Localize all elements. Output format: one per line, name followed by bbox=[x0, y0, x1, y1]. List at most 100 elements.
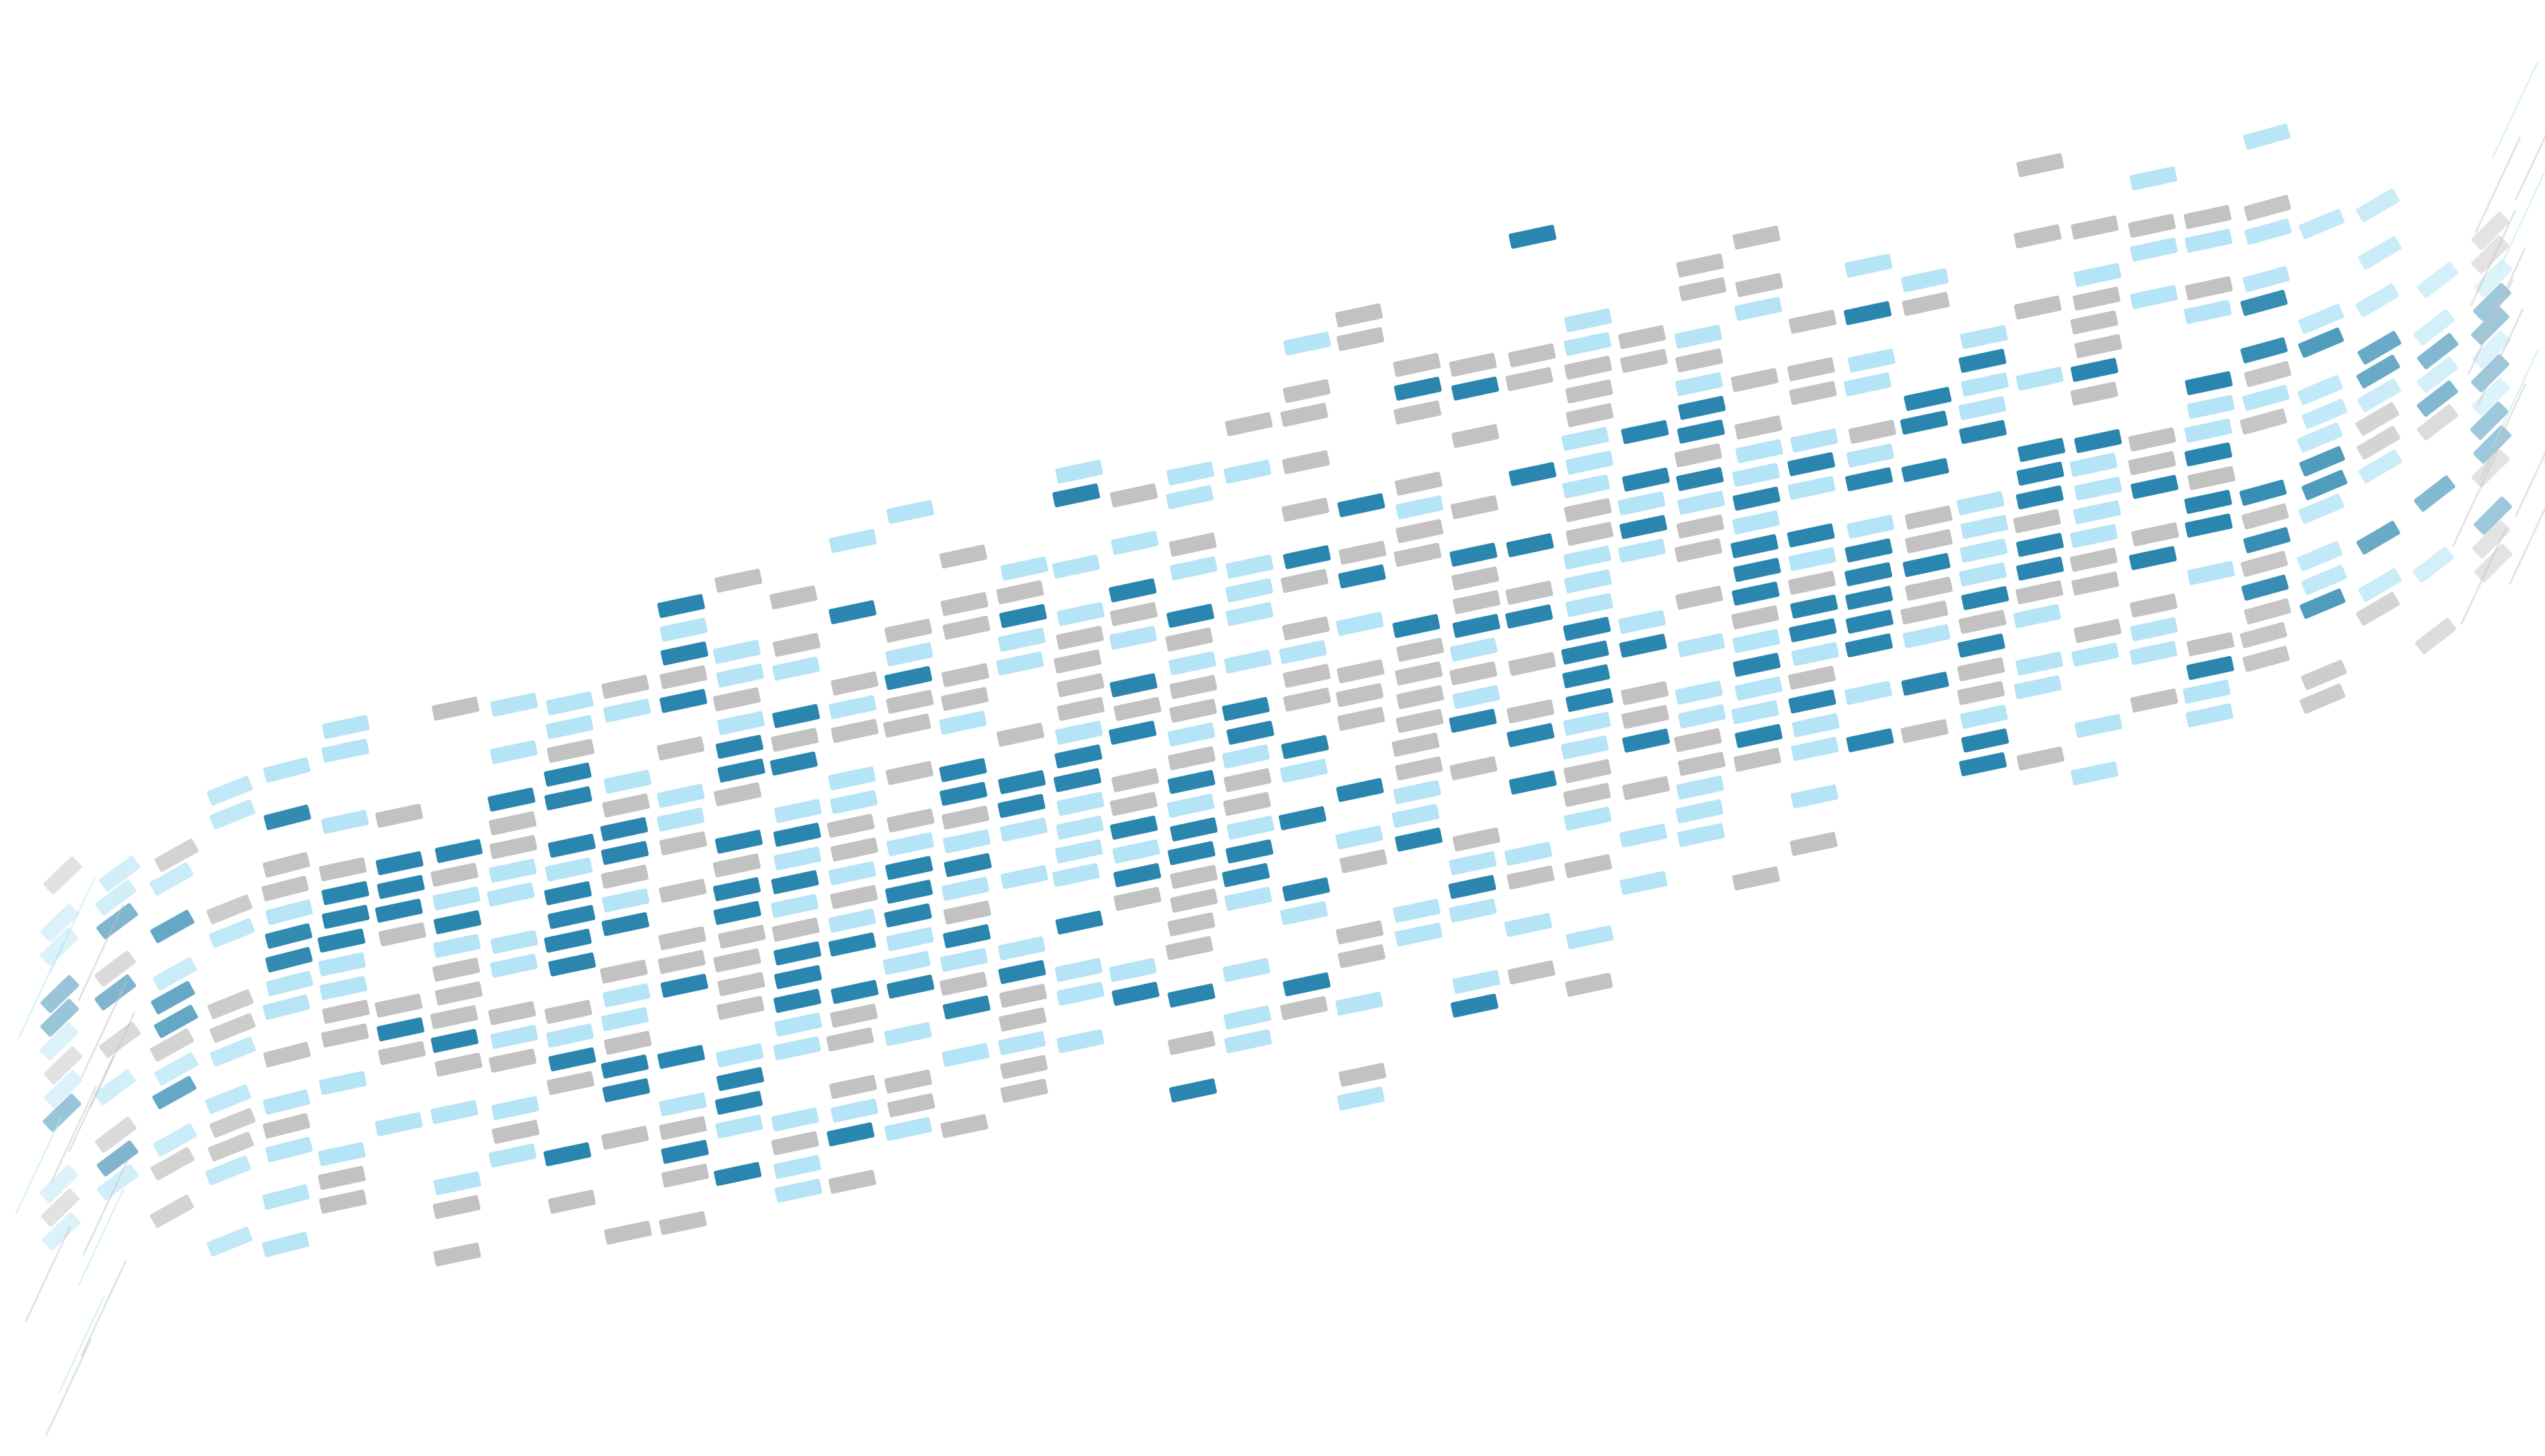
mosaic-tile bbox=[2240, 550, 2288, 577]
mosaic-tile bbox=[262, 1184, 310, 1210]
mosaic-tile bbox=[1449, 709, 1497, 733]
mosaic-tile bbox=[774, 799, 822, 824]
mosaic-tile bbox=[1961, 586, 2009, 611]
mosaic-tile bbox=[1902, 292, 1950, 316]
mosaic-tile bbox=[774, 1155, 822, 1180]
mosaic-tile bbox=[209, 799, 256, 829]
mosaic-tile bbox=[430, 1100, 478, 1124]
mosaic-tile bbox=[716, 663, 765, 688]
mosaic-tile bbox=[1055, 910, 1103, 935]
mosaic-tile bbox=[2415, 618, 2456, 654]
mosaic-tile bbox=[1957, 681, 2005, 706]
mosaic-tile bbox=[433, 1242, 481, 1267]
mosaic-tile bbox=[1734, 415, 1782, 440]
mosaic-tile bbox=[717, 758, 766, 783]
mosaic-tile bbox=[1676, 514, 1725, 539]
mosaic-tile bbox=[1055, 839, 1103, 863]
mosaic-tile bbox=[1787, 523, 1835, 548]
mosaic-tile bbox=[1169, 675, 1217, 699]
mosaic-tile bbox=[1734, 296, 1782, 321]
mosaic-tile bbox=[154, 1004, 198, 1038]
mosaic-tile bbox=[265, 1137, 313, 1163]
mosaic-tile bbox=[430, 1029, 479, 1053]
mosaic-tile bbox=[2473, 283, 2512, 321]
mosaic-tile bbox=[942, 1043, 990, 1067]
mosaic-tile bbox=[96, 903, 139, 940]
mosaic-tile bbox=[2069, 453, 2118, 477]
mosaic-tile bbox=[489, 811, 537, 836]
mosaic-tile bbox=[430, 863, 478, 887]
mosaic-tile bbox=[1732, 866, 1780, 891]
mosaic-tile bbox=[40, 975, 80, 1013]
mosaic-tile bbox=[2299, 683, 2346, 714]
mosaic-tile bbox=[1507, 960, 1555, 985]
mosaic-tile bbox=[2074, 714, 2122, 738]
mosaic-tile bbox=[1732, 629, 1780, 654]
mosaic-tile bbox=[1166, 461, 1215, 486]
mosaic-tile bbox=[713, 948, 761, 972]
mosaic-tile bbox=[1677, 419, 1725, 444]
mosaic-tile bbox=[1789, 618, 1837, 643]
mosaic-tile bbox=[1109, 958, 1157, 983]
mosaic-tile bbox=[2417, 262, 2458, 298]
mosaic-tile bbox=[659, 831, 707, 856]
mosaic-tile bbox=[2301, 659, 2347, 690]
mosaic-tile bbox=[263, 757, 311, 783]
mosaic-tile bbox=[1562, 474, 1611, 498]
mosaic-tile bbox=[771, 1107, 819, 1132]
mosaic-tile bbox=[604, 1031, 652, 1055]
mosaic-tile bbox=[1619, 349, 1668, 373]
mosaic-tile bbox=[2186, 656, 2235, 681]
mosaic-tile bbox=[885, 761, 934, 785]
mosaic-tile bbox=[1279, 640, 1327, 665]
mosaic-tile bbox=[1335, 683, 1384, 707]
mosaic-tile bbox=[432, 1195, 481, 1219]
mosaic-tile bbox=[1509, 770, 1557, 795]
mosaic-tile bbox=[2240, 337, 2288, 364]
mosaic-tile bbox=[1507, 723, 1555, 747]
mosaic-tile bbox=[1676, 467, 1724, 491]
mosaic-tile bbox=[2129, 166, 2177, 190]
mosaic-tile bbox=[1675, 799, 1723, 824]
mosaic-tile bbox=[544, 999, 593, 1024]
mosaic-tile bbox=[1901, 458, 1949, 482]
mosaic-tile bbox=[150, 910, 194, 944]
mosaic-tile bbox=[432, 697, 480, 721]
mosaic-tile bbox=[1677, 491, 1725, 515]
edge-streak bbox=[89, 1012, 136, 1109]
mosaic-tile bbox=[1165, 936, 1213, 960]
mosaic-tile bbox=[717, 972, 765, 996]
mosaic-tile bbox=[2128, 451, 2176, 475]
mosaic-tile bbox=[1507, 865, 1555, 890]
mosaic-tile bbox=[1788, 310, 1837, 334]
mosaic-tile bbox=[999, 983, 1047, 1008]
mosaic-tile bbox=[321, 881, 369, 906]
mosaic-tile bbox=[149, 1194, 194, 1228]
mosaic-tile bbox=[713, 877, 761, 901]
mosaic-tile bbox=[604, 770, 652, 794]
mosaic-tile bbox=[2070, 761, 2118, 786]
mosaic-tile bbox=[1167, 841, 1215, 865]
mosaic-tile bbox=[488, 1143, 537, 1168]
mosaic-tile bbox=[2417, 333, 2458, 369]
mosaic-tile bbox=[2471, 354, 2510, 393]
mosaic-tile bbox=[942, 663, 990, 688]
mosaic-tile bbox=[1733, 747, 1782, 772]
mosaic-tile bbox=[1564, 806, 1612, 831]
mosaic-tile bbox=[1619, 871, 1668, 895]
mosaic-tile bbox=[771, 727, 819, 752]
mosaic-tile bbox=[205, 1084, 251, 1114]
mosaic-tile bbox=[942, 616, 990, 640]
mosaic-tile bbox=[317, 1165, 366, 1190]
mosaic-tile bbox=[2243, 123, 2291, 150]
mosaic-tile bbox=[829, 600, 877, 625]
mosaic-tiles bbox=[15, 62, 2545, 1436]
mosaic-tile bbox=[1674, 443, 1722, 468]
mosaic-tile bbox=[2357, 378, 2401, 412]
mosaic-tile bbox=[600, 960, 648, 984]
mosaic-tile bbox=[1732, 652, 1781, 677]
mosaic-tile bbox=[1111, 530, 1159, 555]
mosaic-tile bbox=[829, 1074, 877, 1099]
mosaic-tile bbox=[1507, 699, 1555, 724]
mosaic-tile bbox=[543, 762, 592, 787]
